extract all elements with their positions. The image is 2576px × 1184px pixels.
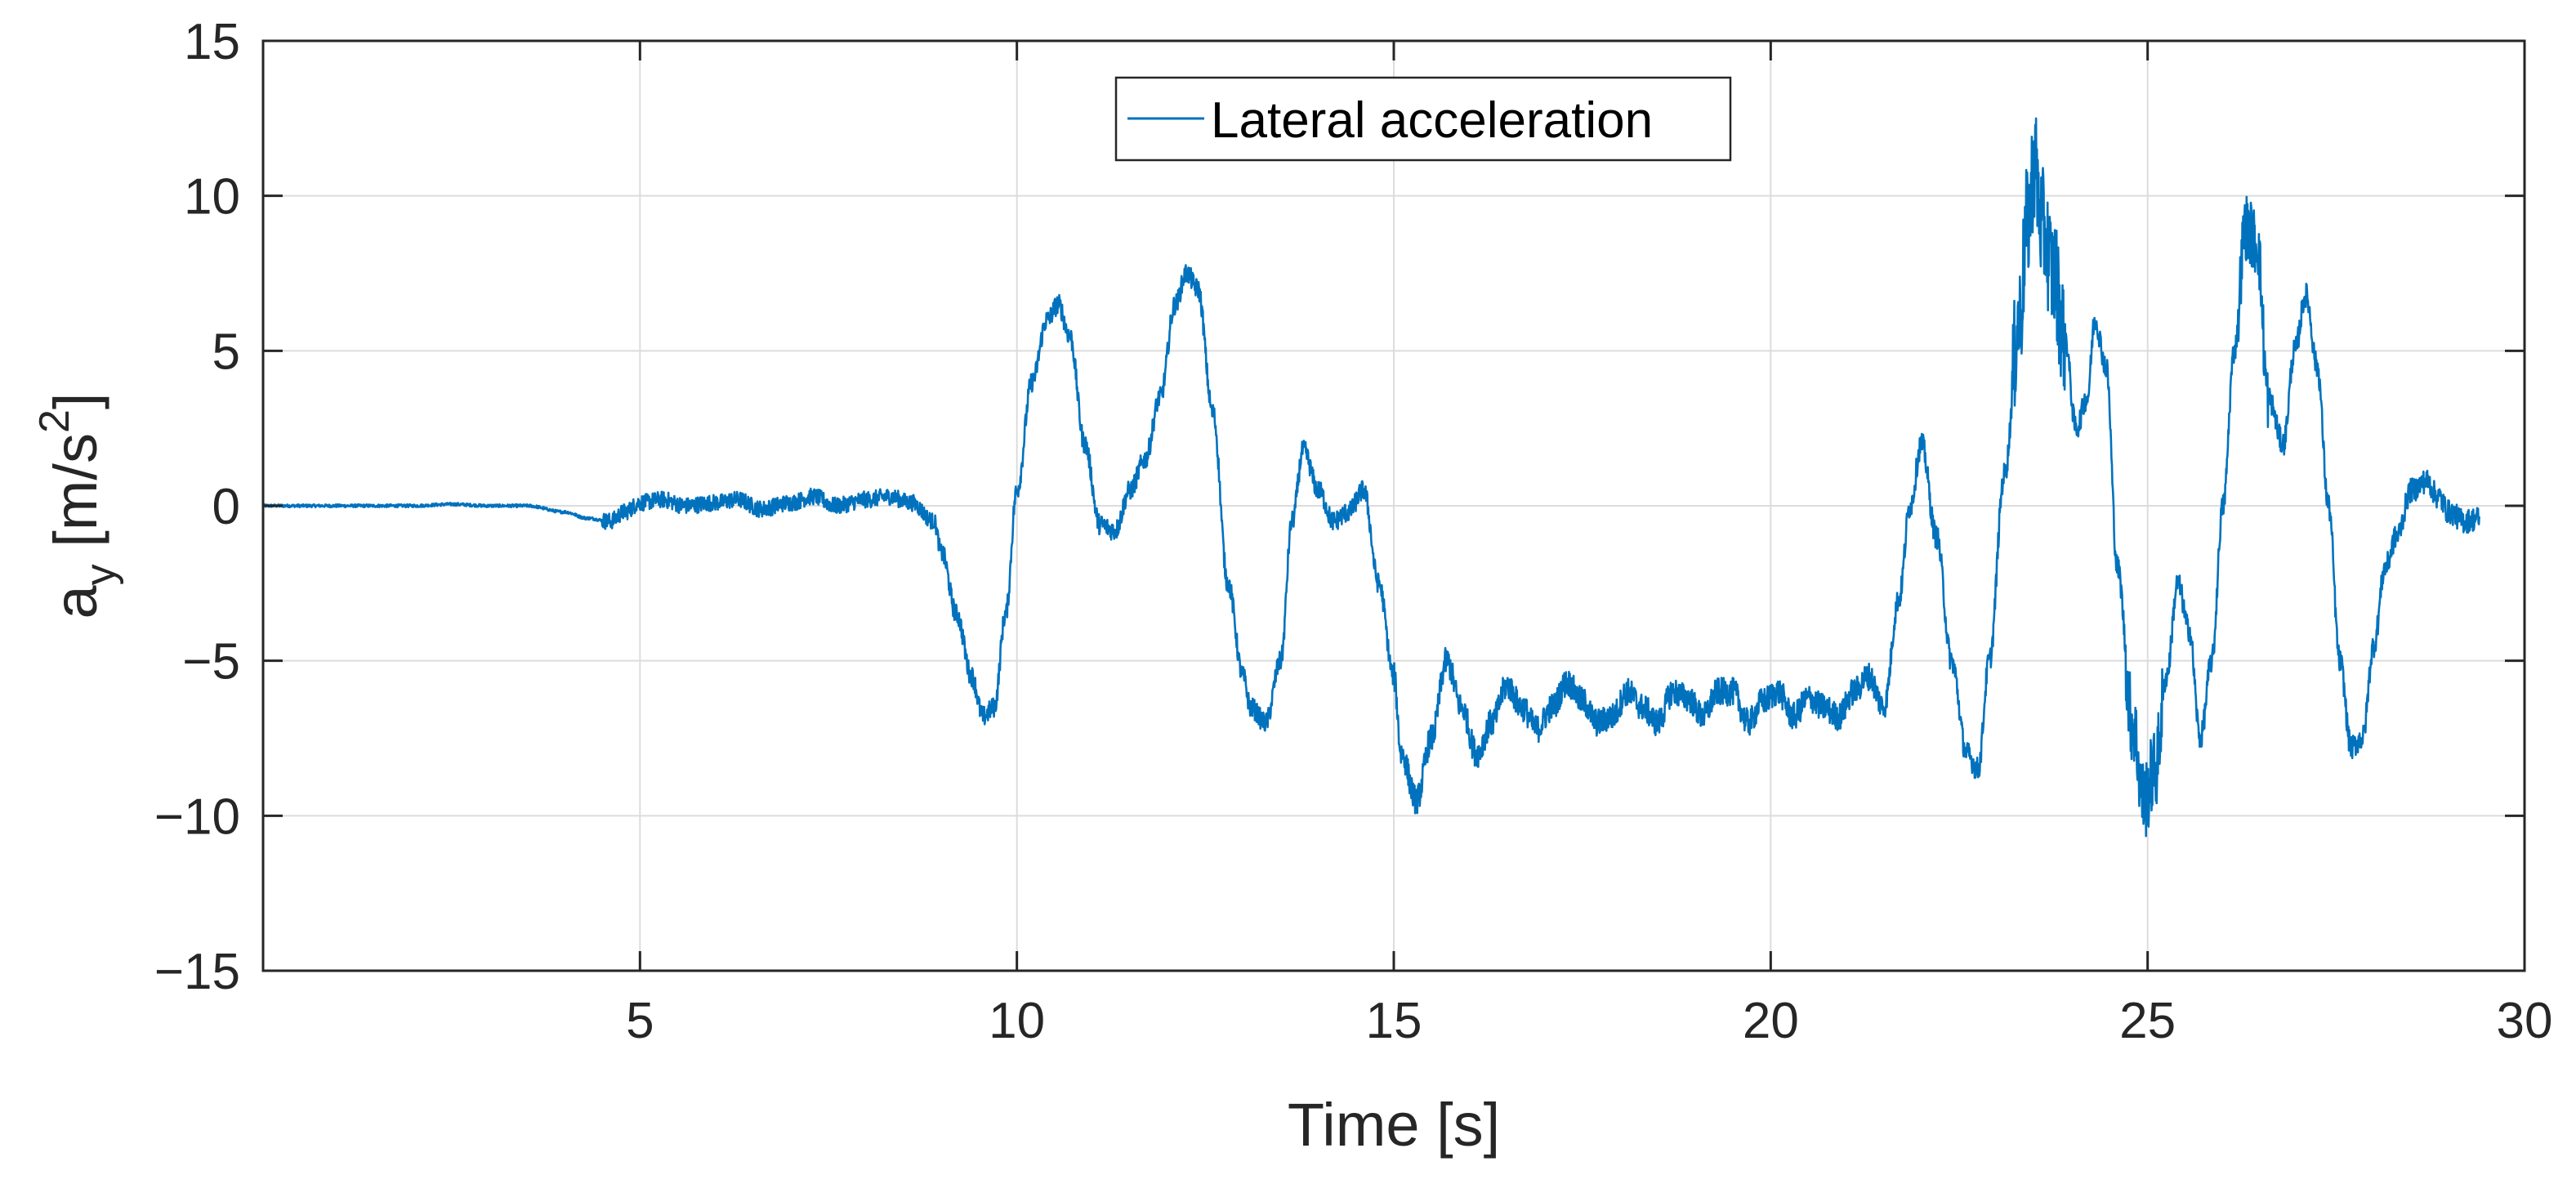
y-axis-label-unit-close: ] <box>42 393 109 410</box>
series-line-lateral-acceleration <box>261 117 2480 838</box>
y-axis-label-main: a <box>42 584 109 619</box>
axis-ticks: 5 10 15 20 25 30 15 10 5 0 −5 −10 −15 <box>154 14 2553 1049</box>
legend-box <box>1114 76 1732 162</box>
x-tick-label: 5 <box>626 993 654 1049</box>
legend: Lateral acceleration <box>1114 76 1732 162</box>
y-tick-label: 5 <box>212 324 240 380</box>
y-tick-label: −5 <box>182 634 240 690</box>
y-tick-label: 15 <box>184 14 240 70</box>
y-axis-label-superscript: 2 <box>31 409 78 433</box>
x-tick-label: 30 <box>2497 993 2553 1049</box>
y-axis-label: ay [m/s2] <box>31 393 124 619</box>
y-axis-label-unit: [m/s <box>42 433 109 564</box>
grid <box>263 40 2525 972</box>
x-axis-label: Time [s] <box>1288 1091 1500 1159</box>
y-tick-label: −10 <box>154 789 240 845</box>
y-tick-label: 10 <box>184 169 240 226</box>
x-tick-label: 15 <box>1366 993 1422 1049</box>
x-tick-label: 25 <box>2119 993 2176 1049</box>
y-tick-label: −15 <box>154 944 240 1000</box>
y-tick-label: 0 <box>212 479 240 535</box>
x-tick-label: 20 <box>1743 993 1799 1049</box>
y-axis-label-subscript: y <box>77 564 124 585</box>
x-tick-label: 10 <box>989 993 1045 1049</box>
data-layer <box>261 117 2480 838</box>
legend-label-lateral-acceleration: Lateral acceleration <box>1211 92 1653 149</box>
